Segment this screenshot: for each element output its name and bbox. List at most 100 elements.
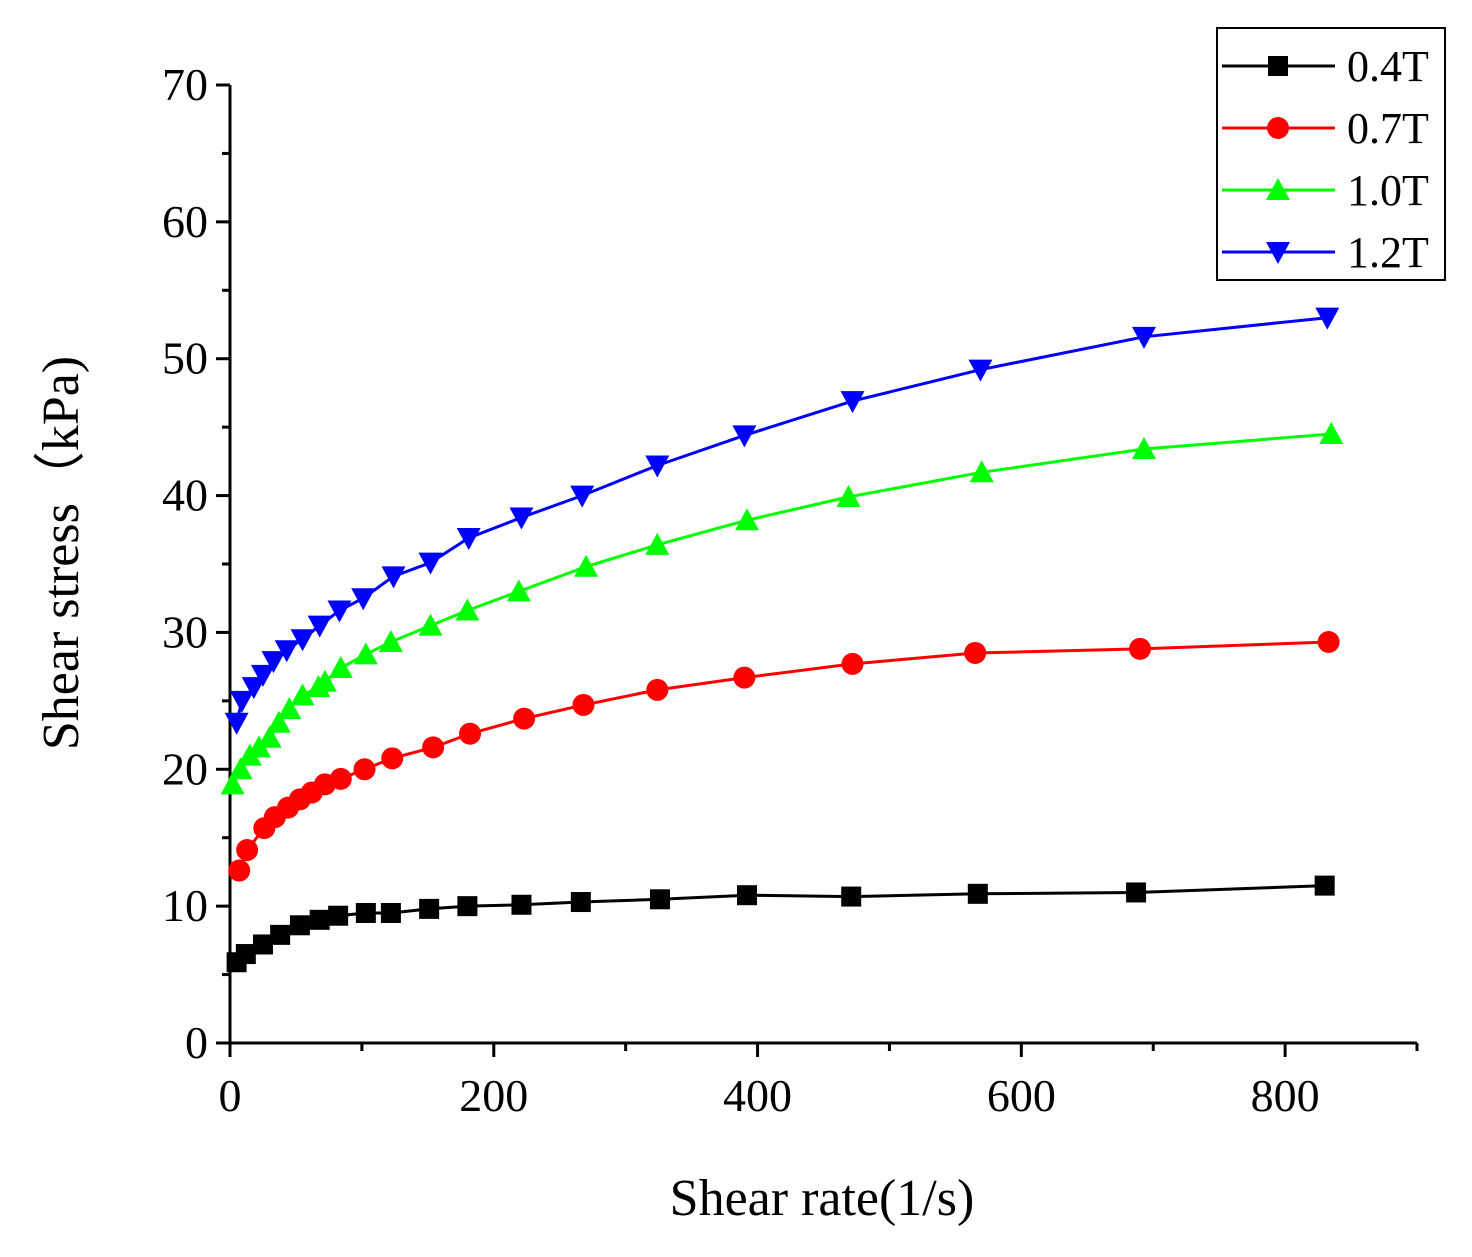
data-point <box>841 886 862 907</box>
y-tick-label: 50 <box>162 333 208 384</box>
data-point <box>277 697 302 720</box>
data-point <box>574 554 599 577</box>
data-point <box>457 896 478 917</box>
legend: 0.4T 0.7T 1.0T 1.2T <box>1216 27 1446 281</box>
data-point <box>270 924 291 945</box>
data-point <box>841 652 864 675</box>
data-point <box>455 598 480 621</box>
y-tick-label: 60 <box>162 196 208 247</box>
x-tick-label: 600 <box>987 1070 1056 1121</box>
data-point <box>964 641 987 664</box>
series-0.4T <box>226 875 1335 973</box>
data-point <box>228 859 251 882</box>
data-point <box>419 898 440 919</box>
x-tick-label: 800 <box>1251 1070 1320 1121</box>
data-point <box>570 485 595 508</box>
data-point <box>261 651 286 674</box>
data-point <box>456 527 481 550</box>
series-1.2T <box>224 307 1340 735</box>
data-point <box>307 615 332 638</box>
data-point <box>1126 882 1147 903</box>
data-point <box>312 669 337 692</box>
data-point <box>355 902 376 923</box>
data-point <box>235 944 256 965</box>
data-point <box>380 902 401 923</box>
legend-label: 1.0T <box>1347 166 1429 215</box>
legend-marker <box>1268 56 1288 76</box>
data-point <box>220 772 245 795</box>
data-point <box>378 630 403 653</box>
data-point <box>572 693 595 716</box>
data-point <box>1314 875 1335 896</box>
data-point <box>840 391 865 414</box>
data-point <box>224 712 249 735</box>
y-tick-label: 0 <box>185 1017 208 1068</box>
data-point <box>252 934 273 955</box>
data-point <box>327 600 352 623</box>
legend-marker <box>1267 117 1289 139</box>
data-point <box>236 839 259 862</box>
data-point <box>1129 637 1152 660</box>
data-point <box>309 909 330 930</box>
data-point <box>969 460 994 483</box>
series-line <box>235 316 1328 724</box>
data-point <box>290 683 315 706</box>
axes: 0 10 20 30 40 50 60 70 0 200 400 600 800 <box>162 59 1419 1121</box>
data-point <box>228 757 253 780</box>
data-point <box>836 484 861 507</box>
data-point <box>735 508 760 531</box>
data-point <box>353 642 378 665</box>
data-point <box>511 894 532 915</box>
data-point <box>513 707 536 730</box>
data-point <box>328 905 349 926</box>
data-point <box>1315 307 1340 330</box>
data-point <box>649 889 670 910</box>
data-point <box>329 767 352 790</box>
data-point <box>351 588 376 611</box>
data-point <box>1131 437 1156 460</box>
legend-label: 0.4T <box>1347 42 1429 91</box>
y-tick-label: 30 <box>162 606 208 657</box>
series-0.7T <box>228 631 1340 882</box>
data-point <box>266 710 291 733</box>
data-point <box>241 677 266 700</box>
data-point <box>645 532 670 555</box>
data-point <box>381 747 404 770</box>
data-point <box>274 640 299 663</box>
x-tick-label: 400 <box>723 1070 792 1121</box>
y-tick-label: 20 <box>162 743 208 794</box>
data-point <box>459 722 482 745</box>
data-point <box>509 507 534 530</box>
y-tick-label: 10 <box>162 880 208 931</box>
legend-box <box>1216 27 1446 281</box>
data-point <box>328 656 353 679</box>
data-point <box>733 666 756 689</box>
x-tick-label: 0 <box>219 1070 242 1121</box>
series-line <box>235 884 1325 964</box>
data-point <box>418 613 443 636</box>
data-point <box>1319 421 1344 444</box>
series-line <box>231 432 1332 786</box>
y-axis-title: Shear stress（kPa) <box>33 356 90 750</box>
data-point <box>1317 631 1340 654</box>
data-point <box>646 678 669 701</box>
data-point <box>968 359 993 382</box>
data-point <box>737 885 758 906</box>
data-point <box>289 915 310 936</box>
data-point <box>645 455 670 478</box>
series-layer <box>220 307 1344 973</box>
legend-marker <box>1266 242 1290 264</box>
data-point <box>570 892 591 913</box>
y-tick-label: 70 <box>162 59 208 110</box>
data-point <box>250 664 275 687</box>
legend-label: 1.2T <box>1347 228 1429 277</box>
data-point <box>381 566 406 589</box>
legend-label: 0.7T <box>1347 104 1429 153</box>
legend-marker <box>1266 178 1290 200</box>
data-point <box>506 579 531 602</box>
data-point <box>967 883 988 904</box>
data-point <box>229 690 254 713</box>
data-point <box>422 736 445 759</box>
data-point <box>732 425 757 448</box>
